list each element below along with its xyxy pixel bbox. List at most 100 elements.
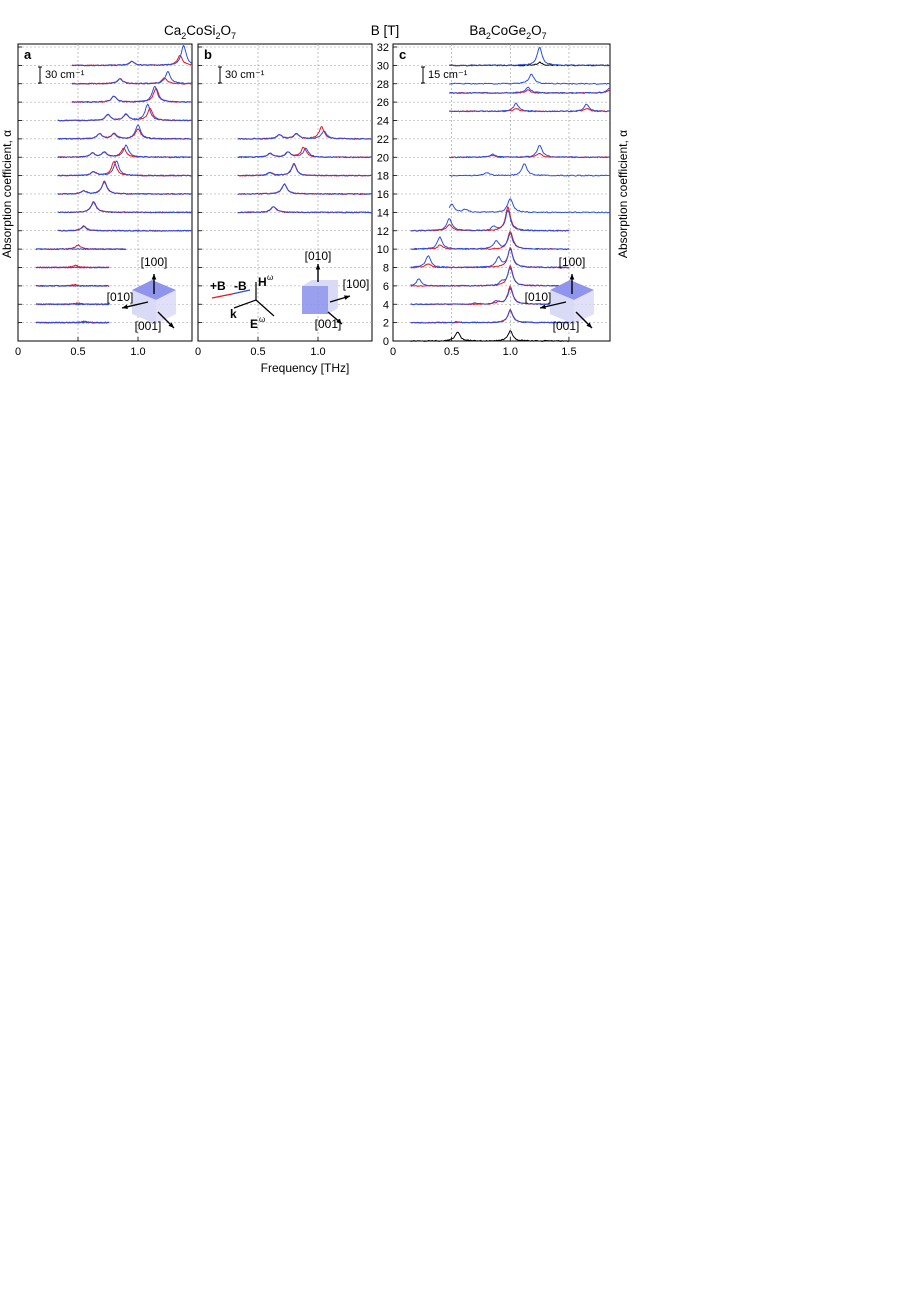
trace-minus-22T — [57, 124, 193, 140]
scale-bar-label: 30 cm⁻¹ — [225, 69, 265, 81]
x-tick-label: 0.5 — [444, 346, 459, 358]
trace-minus-18T — [449, 163, 611, 177]
x-tick-label: 0 — [390, 346, 396, 358]
trace-plus-14T — [57, 201, 192, 214]
trace-plus-12T — [410, 206, 570, 232]
direction-label-up: [010] — [305, 249, 332, 263]
trace-minus-28T — [449, 73, 611, 85]
trace-minus-14T — [237, 206, 373, 214]
x-tick-label: 0 — [15, 346, 21, 358]
scale-bar-label: 15 cm⁻¹ — [428, 69, 468, 81]
y-axis-title-left: Absorption coefficient, α — [0, 130, 14, 258]
plot-frame — [197, 43, 373, 342]
trace-minus-27T — [449, 86, 611, 94]
trace-plus-26T — [71, 87, 193, 103]
b-axis-tick-label: 2 — [383, 318, 389, 330]
arrow-down-icon-head — [586, 322, 592, 328]
arrow-down-icon-head — [168, 322, 174, 328]
trace-minus-24T — [57, 103, 192, 122]
trace-minus-22T — [237, 130, 373, 140]
b-axis-tick-label: 22 — [377, 134, 389, 146]
trace-minus-6T — [410, 267, 570, 287]
trace-minus-14T — [448, 198, 611, 214]
direction-label-down: [001] — [135, 319, 162, 333]
panel-letter: b — [204, 47, 212, 62]
x-tick-label: 0.5 — [250, 346, 265, 358]
b-axis-tick-label: 32 — [377, 42, 389, 54]
x-tick-label: 0.5 — [70, 346, 85, 358]
b-axis-tick-label: 4 — [383, 299, 389, 311]
legend-plus-arrow — [211, 293, 233, 299]
e-field-label: E — [250, 317, 258, 331]
b-axis-tick-label: 18 — [377, 171, 389, 183]
trace-minus-8T — [35, 266, 110, 269]
b-axis-tick-label: 30 — [377, 60, 389, 72]
trace-minus-12T — [410, 209, 569, 232]
trace-zero-0T — [410, 330, 569, 342]
x-tick-label: 1.0 — [130, 346, 145, 358]
x-tick-label: 1.5 — [561, 346, 576, 358]
b-axis-tick-label: 26 — [377, 97, 389, 109]
h-field-sup: ω — [267, 273, 273, 282]
center-axis-title: B [T] — [371, 23, 400, 38]
plot-frame — [392, 43, 611, 342]
trace-plus-2T — [410, 308, 569, 324]
y-axis-title-right: Absorption coefficient, α — [616, 130, 630, 258]
trace-minus-14T — [57, 201, 193, 214]
trace-minus-16T — [237, 183, 373, 195]
direction-label-down: [001] — [315, 317, 342, 331]
direction-label-up: [100] — [141, 255, 168, 269]
trace-minus-4T — [410, 287, 570, 306]
legend-minus-arrow — [231, 289, 251, 295]
k-vector-label: k — [230, 307, 237, 321]
trace-minus-18T — [57, 160, 193, 177]
trace-minus-2T — [35, 321, 110, 324]
x-tick-label: 1.0 — [310, 346, 325, 358]
x-tick-label: 1.0 — [503, 346, 518, 358]
trace-minus-30T — [449, 46, 611, 67]
panels-group: 0 0.5 1.0 a 30 cm⁻¹ [100] [010] [001] 0 0.5 1.0 b 30… — [15, 42, 611, 358]
b-axis-tick-label: 8 — [383, 263, 389, 275]
trace-plus-6T — [410, 265, 570, 287]
panel-letter: c — [399, 47, 406, 62]
trace-minus-16T — [57, 181, 193, 195]
trace-minus-12T — [57, 225, 193, 232]
arrow-left-icon-head — [540, 304, 546, 310]
cube-front — [132, 290, 156, 324]
e-field-sup: ω — [259, 315, 265, 324]
b-axis-tick-label: 24 — [377, 116, 389, 128]
panel-c: 0 0.5 1.0 1.5 c 15 cm⁻¹ [100] [010] [001] — [390, 43, 611, 358]
trace-minus-4T — [35, 303, 110, 306]
b-axis-tick-label: 20 — [377, 152, 389, 164]
crystal-cube-icon: [010] [100] [001] — [302, 249, 369, 331]
arrow-down-icon-head — [336, 318, 342, 324]
cube-top — [302, 280, 338, 286]
b-axis-tick-label: 16 — [377, 189, 389, 201]
arrow-left-icon-head — [122, 304, 128, 310]
cube-side — [328, 280, 338, 314]
trace-minus-20T — [237, 147, 373, 159]
trace-minus-25T — [449, 102, 611, 113]
trace-minus-2T — [410, 310, 570, 324]
trace-minus-28T — [71, 70, 193, 85]
e-field-arrow — [255, 299, 275, 317]
trace-minus-20T — [57, 144, 193, 159]
cube-face — [302, 286, 328, 314]
direction-label-left: [010] — [107, 290, 134, 304]
b-axis-tick-label: 0 — [383, 336, 389, 348]
arrow-up-icon-head — [315, 264, 321, 270]
title-left: Ca2CoSi2O7 — [164, 23, 236, 41]
b-axis-tick-label: 6 — [383, 281, 389, 293]
crystal-cube-icon: [100] [010] [001] — [107, 255, 176, 333]
cube-front — [550, 290, 574, 324]
trace-minus-18T — [237, 164, 373, 177]
panel-letter: a — [24, 47, 32, 62]
trace-minus-10T — [35, 248, 127, 251]
trace-minus-8T — [410, 248, 570, 269]
trace-minus-26T — [71, 86, 193, 103]
trace-minus-10T — [410, 232, 570, 250]
h-field-label: H — [258, 275, 267, 289]
direction-label-right: [100] — [343, 277, 370, 291]
